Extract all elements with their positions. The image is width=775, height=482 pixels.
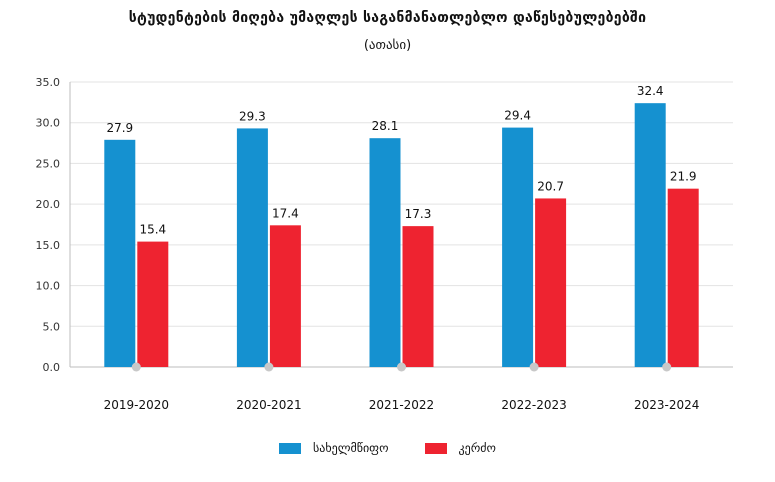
y-tick-label: 35.0 [36,76,61,89]
data-label: 17.3 [405,207,432,221]
category-marker [397,362,406,372]
legend-item-public: სახელმწიფო [278,441,389,455]
y-tick-label: 10.0 [36,280,61,293]
category-marker [264,362,274,372]
y-tick-label: 30.0 [36,117,61,130]
legend-label-private: კერძო [458,441,496,455]
data-label: 21.9 [670,170,697,184]
bar-public [634,103,666,368]
y-tick-label: 20.0 [36,198,61,211]
legend-swatch-private [424,442,447,454]
y-tick-label: 5.0 [43,320,61,333]
category-marker [529,362,539,372]
y-tick-label: 0.0 [43,361,61,374]
data-label: 29.4 [504,109,531,123]
bar-public [104,139,136,367]
chart-subtitle: (ათასი) [363,38,412,53]
x-tick-label: 2021-2022 [369,398,434,412]
data-label: 27.9 [106,121,133,135]
data-label: 15.4 [139,223,166,237]
x-tick-label: 2023-2024 [634,398,699,412]
bar-private [667,188,699,367]
y-tick-label: 25.0 [36,157,61,170]
bar-private [535,198,567,367]
x-tick-label: 2022-2023 [501,398,566,412]
legend-swatch-public [278,442,301,454]
data-label: 20.7 [537,179,564,193]
data-label: 29.3 [239,109,266,123]
x-tick-label: 2020-2021 [236,398,301,412]
legend-item-private: კერძო [424,441,496,455]
data-label: 32.4 [637,84,664,98]
category-marker [662,362,672,372]
chart-title: სტუდენტების მიღება უმაღლეს საგანმანათლებ… [128,10,647,26]
data-label: 28.1 [372,119,399,133]
bar-public [502,127,534,367]
data-label: 17.4 [272,206,299,220]
bar-chart: 0.0 5.0 10.0 15.0 20.0 25.0 30.0 35.0 27.9 15.4 20… [36,76,733,412]
y-tick-label: 15.0 [36,239,61,252]
x-tick-label: 2019-2020 [104,398,169,412]
category-marker [131,362,141,372]
bar-public [236,128,268,367]
bar-public [369,138,401,367]
bar-private [137,241,169,367]
legend-label-public: სახელმწიფო [312,441,389,455]
bar-private [402,226,434,367]
bar-private [269,225,301,367]
legend: სახელმწიფო კერძო [0,441,775,455]
